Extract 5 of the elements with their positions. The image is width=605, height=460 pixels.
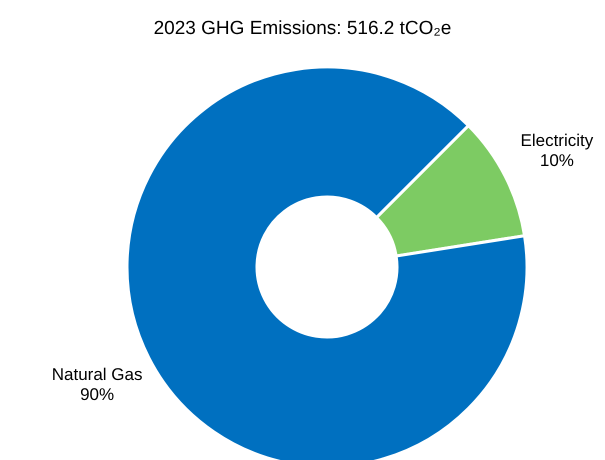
data-label: 90%	[80, 385, 114, 404]
slice-label: Natural Gas	[52, 365, 142, 384]
slice-label: Electricity	[520, 130, 594, 150]
data-label: 10%	[540, 150, 574, 170]
chart-title: 2023 GHG Emissions: 516.2 tCO₂e	[152, 18, 452, 40]
